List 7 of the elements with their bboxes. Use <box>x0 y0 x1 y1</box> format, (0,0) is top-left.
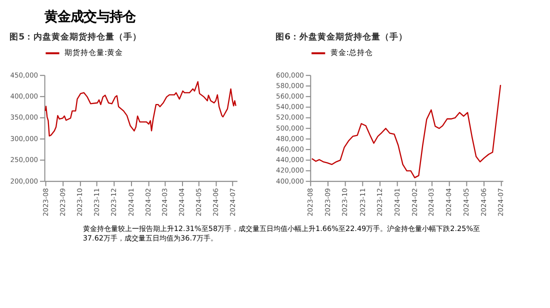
line-series <box>311 84 502 178</box>
legend-label: 黄金:总持仓 <box>330 48 373 58</box>
text: 黄金成交与持仓 <box>43 8 136 25</box>
chart-title: 图5：内盘黄金期货持仓量（手） <box>10 31 142 42</box>
line-series <box>44 81 236 137</box>
chart-title: 图6：外盘黄金期货持仓量（手） <box>276 31 408 42</box>
legend-label: 期货持仓量:黄金 <box>64 48 124 58</box>
